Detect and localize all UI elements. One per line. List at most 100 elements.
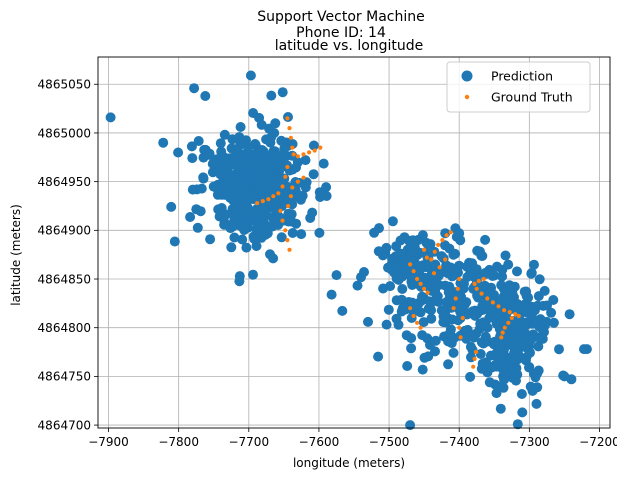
prediction-point (462, 324, 473, 335)
prediction-point (477, 282, 488, 293)
prediction-point (396, 249, 407, 260)
prediction-point (326, 289, 337, 300)
prediction-point (254, 167, 265, 178)
ground-truth-point (287, 126, 292, 131)
prediction-point (273, 150, 284, 161)
x-tick-label: −7300 (509, 435, 550, 449)
prediction-point (505, 289, 516, 300)
ground-truth-point (288, 194, 293, 199)
ground-truth-point (471, 364, 476, 369)
ground-truth-point (451, 306, 456, 311)
ground-truth-point (490, 300, 495, 305)
prediction-point (276, 135, 287, 146)
prediction-point (407, 297, 418, 308)
ground-truth-point (411, 269, 416, 274)
ground-truth-point (444, 233, 449, 238)
prediction-point (448, 249, 459, 260)
ground-truth-point (290, 185, 295, 190)
prediction-point (169, 236, 180, 247)
y-tick-label: 4864800 (38, 321, 91, 335)
series-ground-truth (255, 116, 521, 369)
prediction-point (318, 158, 329, 169)
prediction-point (166, 201, 177, 212)
legend: Prediction Ground Truth (446, 61, 591, 113)
prediction-point (189, 83, 200, 94)
prediction-point (406, 343, 417, 354)
legend-label-prediction: Prediction (491, 69, 553, 84)
prediction-point (257, 150, 268, 161)
ground-truth-point (295, 154, 300, 159)
x-tick-label: −7500 (369, 435, 410, 449)
prediction-point (267, 220, 278, 231)
prediction-point (454, 260, 465, 271)
prediction-point (216, 146, 227, 157)
prediction-point (503, 259, 514, 270)
prediction-point (542, 300, 552, 311)
prediction-point (471, 264, 482, 275)
ground-truth-point (276, 191, 281, 196)
prediction-point (513, 349, 524, 360)
prediction-point (490, 379, 501, 390)
y-tick-label: 4865050 (38, 78, 91, 92)
prediction-point (381, 242, 392, 253)
prediction-point (559, 371, 570, 382)
ground-truth-point (291, 152, 296, 157)
prediction-point (491, 388, 502, 399)
ground-truth-point (301, 152, 306, 157)
prediction-point (461, 333, 472, 344)
ground-truth-point (472, 356, 477, 361)
prediction-point (505, 338, 516, 349)
prediction-point (525, 347, 535, 358)
ground-truth-point (415, 320, 420, 325)
chart-title-line-3: latitude vs. longitude (275, 38, 424, 54)
y-tick-label: 4864700 (38, 418, 91, 432)
prediction-point (277, 87, 288, 98)
ground-truth-point (479, 291, 484, 296)
tick-marks: −7900 −7800 −7700 −7600 −7500 −7400 −7300 −7200… (38, 78, 617, 449)
prediction-point (219, 129, 230, 140)
x-tick-label: −7400 (439, 435, 480, 449)
x-tick-label: −7200 (579, 435, 617, 449)
prediction-point (271, 160, 282, 170)
x-tick-label: −7800 (158, 435, 199, 449)
ground-truth-point (485, 296, 490, 301)
prediction-point (442, 268, 453, 279)
prediction-point (489, 336, 500, 347)
ground-truth-point (443, 257, 448, 262)
prediction-point (489, 270, 500, 281)
ground-truth-point (288, 135, 293, 140)
y-axis-label: latitude (meters) (9, 204, 23, 306)
prediction-point (241, 159, 252, 170)
prediction-point (270, 118, 281, 129)
prediction-point (387, 216, 398, 227)
ground-truth-point (496, 304, 501, 309)
prediction-point (297, 190, 308, 201)
prediction-point (331, 270, 342, 281)
prediction-point (429, 286, 440, 297)
chart-title-line-2: Phone ID: 14 (296, 25, 386, 41)
prediction-point (270, 179, 281, 190)
prediction-point (270, 197, 281, 208)
ground-truth-point (500, 330, 505, 335)
prediction-point (315, 192, 326, 202)
prediction-point (531, 398, 542, 409)
prediction-point (465, 341, 476, 352)
ground-truth-point (408, 262, 413, 267)
ground-truth-point (318, 145, 323, 150)
prediction-point (185, 212, 196, 222)
prediction-point (241, 242, 252, 253)
ground-truth-point (255, 201, 260, 206)
prediction-point (249, 233, 260, 244)
prediction-point (421, 237, 432, 248)
prediction-point (105, 112, 116, 123)
ground-truth-point (455, 286, 460, 291)
prediction-point (517, 407, 528, 418)
ground-truth-point (418, 281, 423, 286)
prediction-point (539, 285, 550, 296)
prediction-point (498, 345, 509, 356)
prediction-point (499, 374, 510, 385)
prediction-point (478, 319, 489, 330)
prediction-point (526, 267, 537, 278)
prediction-point (235, 122, 246, 132)
prediction-point (518, 319, 529, 330)
